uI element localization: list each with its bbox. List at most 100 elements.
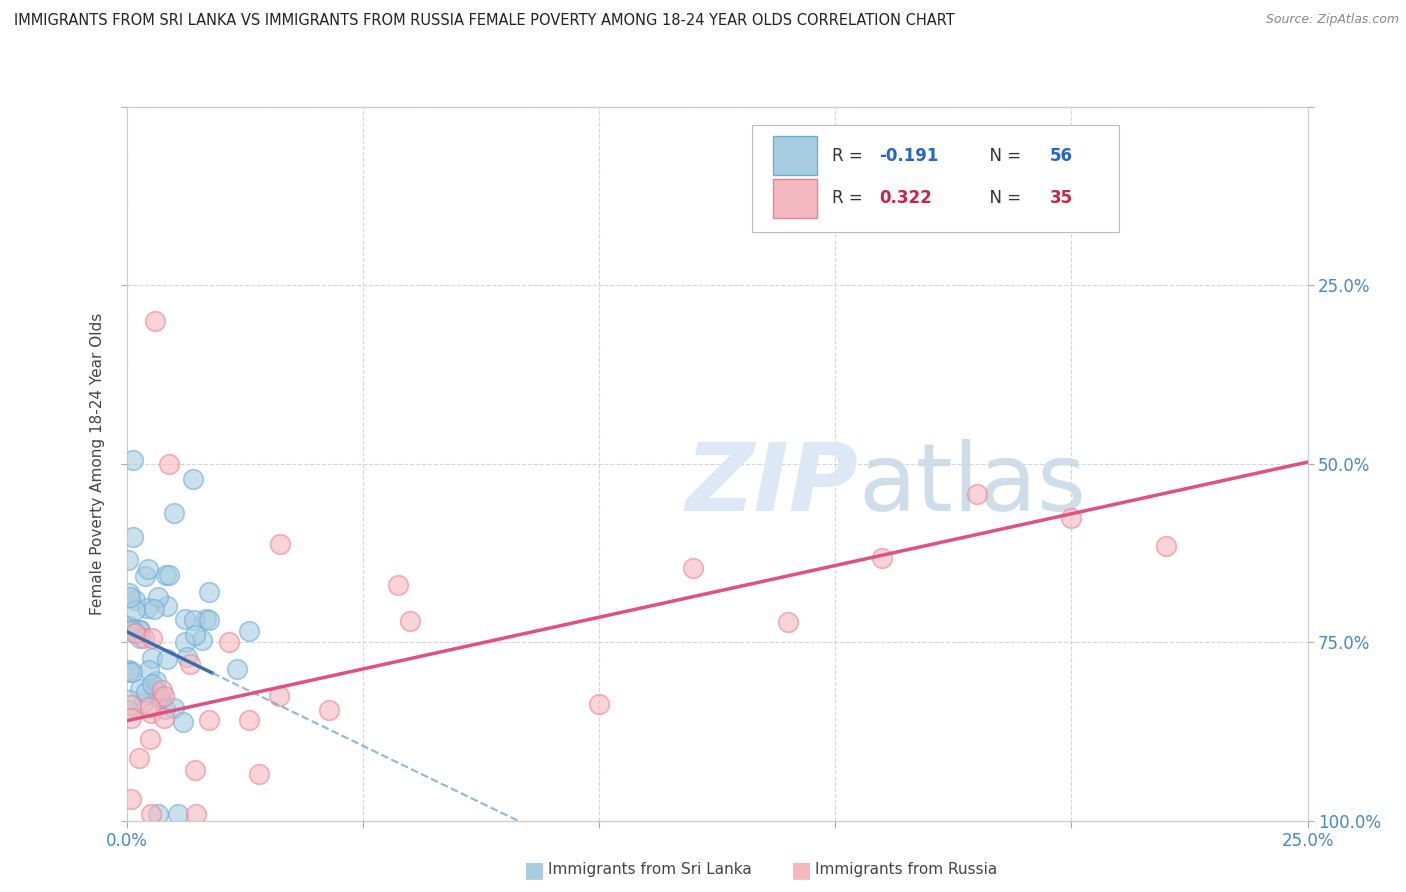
Point	[138, 663, 160, 677]
Point	[238, 713, 260, 727]
Point	[184, 763, 207, 777]
Point	[117, 553, 139, 567]
Point	[157, 567, 180, 582]
Point	[145, 673, 167, 688]
Point	[117, 703, 139, 717]
Text: 56: 56	[1050, 146, 1073, 164]
Point	[149, 691, 172, 706]
Point	[128, 623, 150, 637]
Point	[134, 631, 156, 645]
Text: -0.191: -0.191	[879, 146, 938, 164]
Point	[139, 700, 162, 714]
Point	[191, 633, 214, 648]
Point	[399, 614, 422, 628]
Point	[139, 806, 162, 821]
Point	[120, 711, 142, 725]
Point	[172, 714, 194, 729]
Point	[318, 703, 340, 717]
Point	[167, 806, 190, 821]
Point	[1154, 539, 1177, 553]
Text: N =: N =	[979, 146, 1026, 164]
Point	[124, 592, 146, 607]
Point	[776, 615, 799, 630]
Point	[197, 713, 219, 727]
Point	[139, 731, 162, 746]
Point	[194, 611, 217, 625]
Text: IMMIGRANTS FROM SRI LANKA VS IMMIGRANTS FROM RUSSIA FEMALE POVERTY AMONG 18-24 Y: IMMIGRANTS FROM SRI LANKA VS IMMIGRANTS …	[14, 13, 955, 29]
Point	[132, 696, 155, 710]
Point	[153, 689, 176, 703]
Point	[148, 690, 170, 705]
Point	[157, 457, 180, 471]
Point	[176, 650, 198, 665]
Point	[118, 663, 141, 677]
Point	[141, 706, 163, 720]
Point	[141, 676, 163, 690]
Point	[118, 619, 141, 633]
Point	[117, 665, 139, 679]
Point	[143, 682, 166, 697]
Point	[121, 622, 143, 636]
Point	[141, 651, 163, 665]
Point	[966, 487, 988, 501]
Point	[179, 657, 201, 671]
Point	[588, 698, 610, 712]
Text: ■: ■	[524, 860, 544, 880]
Point	[153, 711, 176, 725]
FancyBboxPatch shape	[772, 136, 817, 175]
Point	[163, 506, 186, 520]
Point	[174, 634, 197, 648]
Point	[150, 682, 173, 697]
Point	[129, 681, 152, 696]
Point	[120, 792, 142, 806]
Point	[120, 698, 142, 712]
Point	[238, 624, 260, 638]
Point	[128, 631, 150, 645]
Point	[134, 569, 156, 583]
Point	[141, 631, 163, 645]
Point	[120, 624, 142, 638]
Point	[247, 767, 270, 781]
Point	[148, 590, 170, 604]
Point	[225, 662, 247, 676]
Point	[682, 560, 704, 574]
Text: N =: N =	[979, 189, 1026, 207]
Point	[198, 585, 221, 599]
Text: ■: ■	[792, 860, 811, 880]
Point	[146, 806, 169, 821]
Text: R =: R =	[831, 189, 868, 207]
Point	[146, 685, 169, 699]
Point	[118, 586, 141, 600]
Point	[153, 702, 176, 716]
Point	[128, 623, 150, 637]
Point	[121, 665, 143, 679]
Text: atlas: atlas	[859, 439, 1087, 532]
Point	[1060, 511, 1083, 525]
Point	[143, 602, 166, 616]
Text: Source: ZipAtlas.com: Source: ZipAtlas.com	[1265, 13, 1399, 27]
Point	[156, 599, 179, 613]
Point	[198, 613, 221, 627]
Point	[183, 472, 205, 486]
Point	[183, 613, 205, 627]
Point	[143, 314, 166, 328]
FancyBboxPatch shape	[772, 178, 817, 218]
Point	[135, 685, 157, 699]
Point	[184, 628, 207, 642]
Point	[128, 751, 150, 765]
Text: 0.322: 0.322	[879, 189, 932, 207]
Text: Immigrants from Sri Lanka: Immigrants from Sri Lanka	[548, 863, 752, 877]
Point	[155, 567, 177, 582]
Point	[387, 578, 409, 592]
Point	[124, 626, 146, 640]
Text: R =: R =	[831, 146, 868, 164]
Point	[118, 692, 141, 706]
Y-axis label: Female Poverty Among 18-24 Year Olds: Female Poverty Among 18-24 Year Olds	[90, 313, 105, 615]
Point	[156, 652, 179, 666]
Point	[121, 452, 143, 467]
Text: 35: 35	[1050, 189, 1073, 207]
Text: ZIP: ZIP	[686, 439, 859, 532]
Point	[218, 635, 240, 649]
Point	[136, 600, 159, 615]
Point	[174, 612, 197, 626]
